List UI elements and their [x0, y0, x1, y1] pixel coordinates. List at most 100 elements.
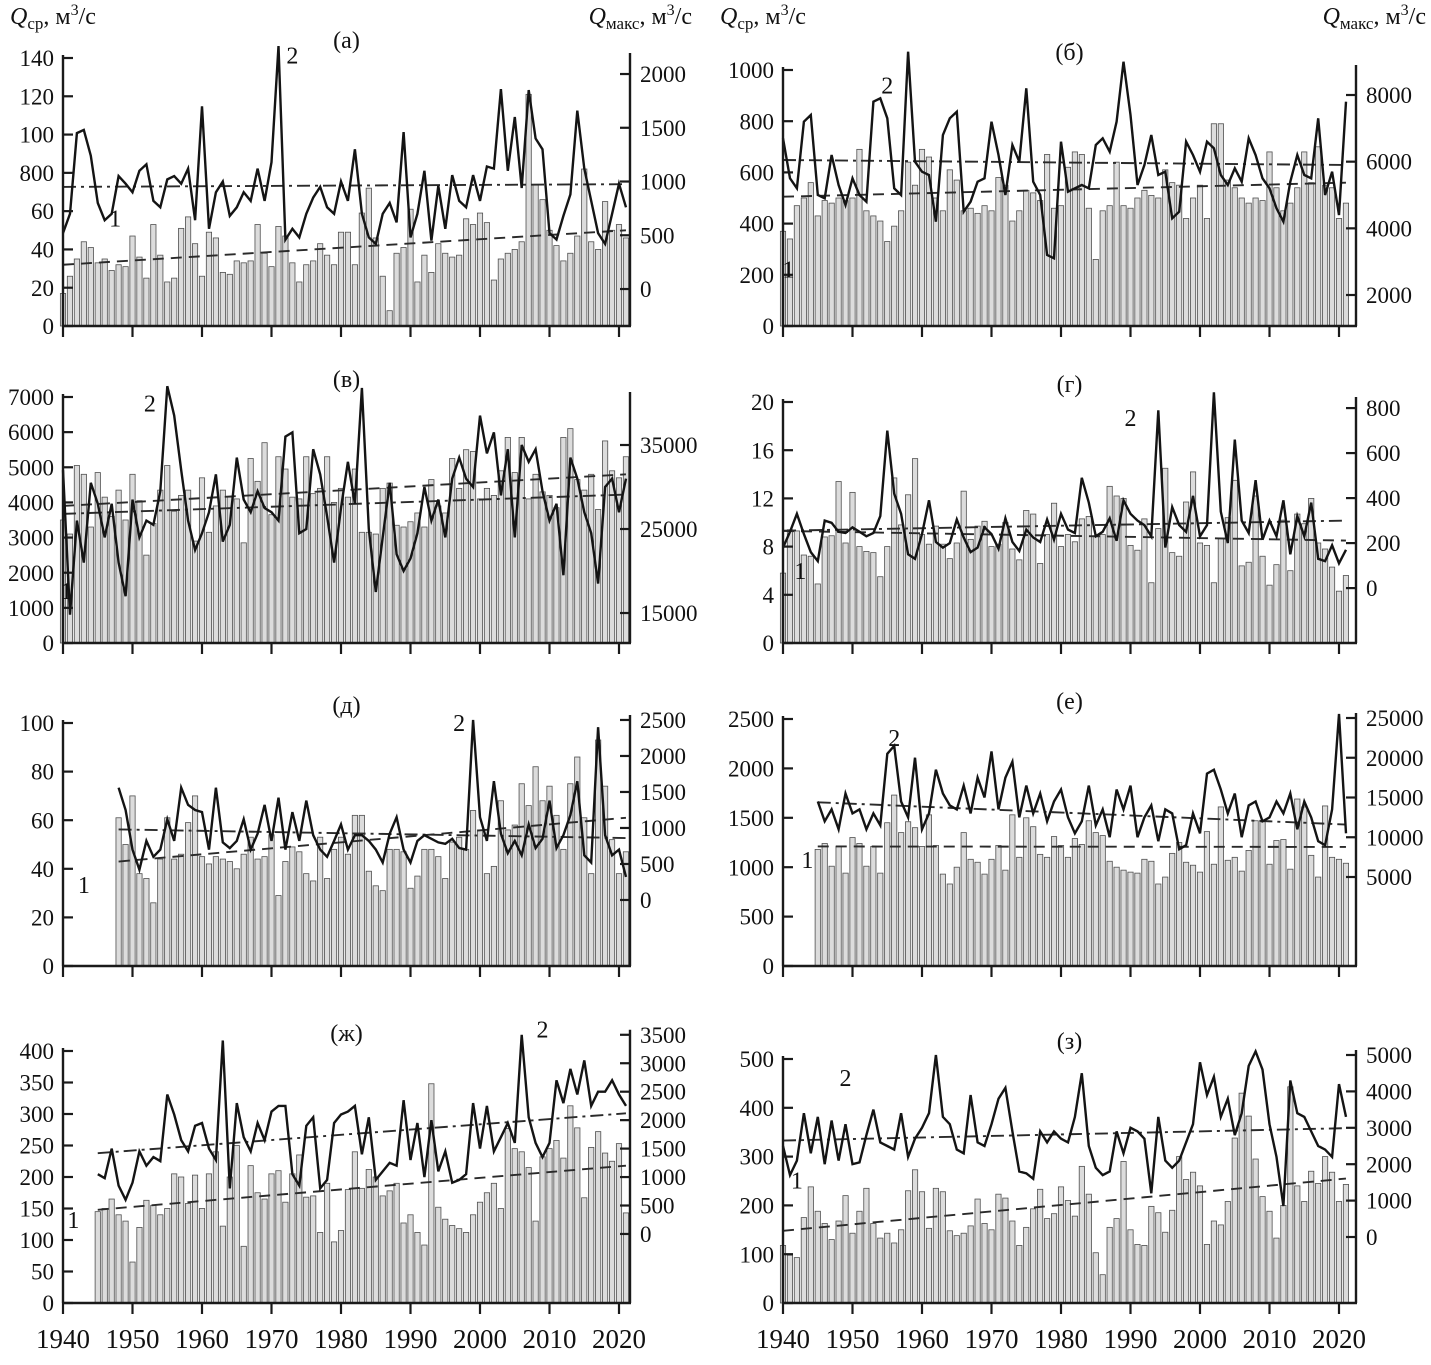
bar-year-1951	[857, 843, 862, 966]
bar-year-1944	[808, 556, 813, 643]
bar-year-2018	[602, 441, 607, 643]
bar-year-1949	[123, 845, 128, 967]
left-tick-label: 40	[31, 857, 54, 882]
right-tick-label: 1500	[640, 780, 686, 805]
bar-year-2013	[568, 253, 573, 326]
bar-year-1995	[443, 1219, 448, 1303]
bar-year-1944	[808, 183, 813, 326]
left-tick-label: 100	[20, 711, 55, 736]
bar-year-1957	[179, 228, 184, 326]
bar-year-1946	[102, 497, 107, 643]
right-tick-label: 8000	[1366, 83, 1412, 108]
bar-year-1957	[899, 525, 904, 643]
bar-year-1979	[331, 1242, 336, 1303]
bar-year-2016	[1309, 183, 1314, 326]
left-tick-label: 500	[740, 905, 775, 930]
left-tick-label: 20	[31, 905, 54, 930]
bar-year-1996	[450, 1226, 455, 1303]
left-tick-label: 800	[740, 109, 775, 134]
bar-year-1989	[1121, 206, 1126, 326]
bar-year-1969	[982, 874, 987, 966]
bar-year-2021	[1343, 1184, 1348, 1303]
bar-year-1952	[864, 551, 869, 643]
bar-year-1980	[1058, 206, 1063, 326]
bar-year-2015	[1302, 524, 1307, 643]
right-tick-label: 25000	[1366, 706, 1424, 731]
bar-year-1959	[192, 796, 197, 966]
bar-year-1972	[1003, 523, 1008, 644]
bar-year-1992	[1142, 1245, 1147, 1303]
left-tick-label: 400	[740, 212, 775, 237]
bars-series-qavg	[780, 1087, 1348, 1303]
bar-year-1953	[871, 553, 876, 643]
bar-year-1969	[982, 521, 987, 643]
bar-year-1996	[1170, 553, 1175, 643]
bar-year-2006	[1239, 198, 1244, 326]
bar-year-1947	[829, 866, 834, 966]
bar-year-1988	[1114, 162, 1119, 326]
axis-title-qavg-right-column: Qср, м3/с	[720, 2, 806, 33]
bar-year-1952	[144, 278, 149, 326]
left-tick-label: 16	[751, 438, 774, 463]
right-tick-label: 2000	[1366, 283, 1412, 308]
left-tick-label: 200	[740, 1193, 775, 1218]
right-tick-label: 35000	[640, 433, 698, 458]
bar-year-1981	[345, 232, 350, 326]
bar-year-1958	[905, 162, 910, 326]
bar-year-1966	[961, 491, 966, 643]
bar-year-2010	[1267, 585, 1272, 643]
bar-year-1971	[276, 896, 281, 966]
bar-year-1988	[394, 1183, 399, 1303]
bar-year-1959	[912, 828, 917, 966]
bar-year-2007	[1246, 203, 1251, 326]
bar-year-2012	[561, 1158, 566, 1303]
bar-year-1966	[241, 854, 246, 966]
bar-year-1983	[1079, 844, 1084, 966]
left-tick-label: 120	[20, 84, 55, 109]
bar-year-1952	[864, 1188, 869, 1303]
bar-year-1993	[1149, 583, 1154, 643]
bar-year-2017	[1316, 147, 1321, 326]
bar-year-2018	[1322, 549, 1327, 643]
bar-year-1957	[899, 211, 904, 326]
bar-year-1970	[269, 515, 274, 643]
bar-year-1968	[975, 213, 980, 326]
bar-year-2021	[1343, 863, 1348, 966]
bar-year-2009	[1260, 1197, 1265, 1303]
bar-year-1976	[311, 261, 316, 326]
x-axis-year-label: 2010	[1243, 1324, 1297, 1354]
bar-year-1964	[947, 1231, 952, 1303]
bar-year-1999	[470, 225, 475, 326]
right-tick-label: 6000	[1366, 150, 1412, 175]
bar-year-1963	[220, 859, 225, 966]
bar-year-2004	[1225, 1202, 1230, 1304]
bar-year-1983	[359, 532, 364, 643]
bar-year-1958	[905, 822, 910, 966]
bar-year-1984	[366, 1169, 371, 1303]
bar-year-1947	[109, 516, 114, 643]
left-tick-label: 300	[20, 1102, 55, 1127]
right-tick-label: 5000	[1366, 865, 1412, 890]
panel-title-j: (ж)	[330, 1021, 363, 1047]
bar-year-1988	[1114, 867, 1119, 966]
bar-year-1992	[422, 849, 427, 966]
bar-year-1986	[1100, 1275, 1105, 1303]
bar-year-1957	[179, 1177, 184, 1303]
bar-year-1996	[450, 257, 455, 326]
bar-year-1952	[864, 211, 869, 326]
bar-year-2003	[1218, 124, 1223, 326]
bar-year-1949	[123, 1221, 128, 1303]
bar-year-2012	[1281, 1205, 1286, 1303]
bar-year-1978	[324, 457, 329, 643]
bar-year-1963	[940, 1192, 945, 1303]
bar-year-1970	[989, 547, 994, 643]
bar-year-1991	[415, 1232, 420, 1303]
bar-year-1988	[1114, 1219, 1119, 1303]
left-tick-label: 200	[20, 1165, 55, 1190]
bar-year-2009	[540, 492, 545, 643]
bar-year-1992	[1142, 190, 1147, 326]
right-tick-label: 1000	[1366, 1189, 1412, 1214]
bar-year-1995	[443, 879, 448, 966]
bar-year-1952	[144, 879, 149, 966]
bar-year-1967	[248, 459, 253, 644]
